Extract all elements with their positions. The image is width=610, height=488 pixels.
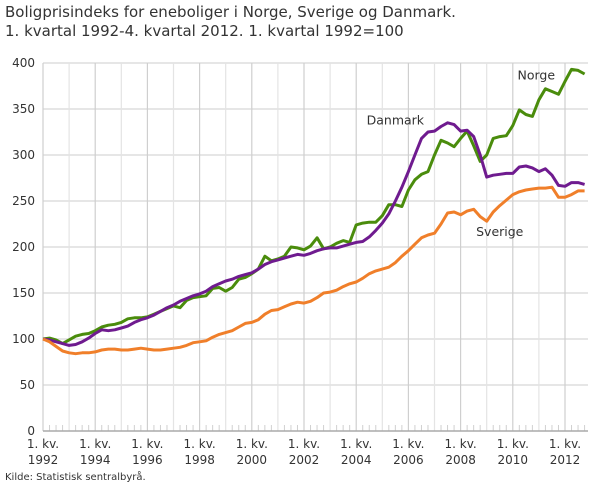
x-tick-label: 2002	[289, 453, 320, 467]
x-tick-label: 2006	[393, 453, 424, 467]
x-tick-label: 1998	[184, 453, 215, 467]
source-note: Kilde: Statistisk sentralbyrå.	[5, 472, 146, 483]
x-tick-label: 2008	[445, 453, 476, 467]
x-tick-label: 1. kv.	[79, 437, 111, 451]
x-tick-label: 1. kv.	[549, 437, 581, 451]
y-tick-label: 300	[12, 148, 35, 162]
x-tick-label: 2010	[498, 453, 529, 467]
y-tick-label: 150	[12, 286, 35, 300]
axes: 0 50 100 150 200 250 300 350 400 1. kv. 1992 1. kv.…	[12, 56, 588, 467]
y-tick-label: 100	[12, 332, 35, 346]
series-label-sverige: Sverige	[476, 224, 524, 239]
x-tick-label: 2012	[550, 453, 581, 467]
y-tick-label: 200	[12, 240, 35, 254]
y-tick-label: 400	[12, 56, 35, 70]
subtitle-line: 1. kvartal 1992-4. kvartal 2012. 1. kvar…	[5, 22, 404, 40]
x-tick-label: 1. kv.	[183, 437, 215, 451]
series-lines	[42, 67, 586, 356]
series-line-norge	[42, 67, 586, 346]
y-tick-label: 350	[12, 102, 35, 116]
x-tick-label: 1. kv.	[444, 437, 476, 451]
series-line-danmark	[42, 121, 586, 347]
x-tick-label: 1. kv.	[27, 437, 59, 451]
series-label-norge: Norge	[518, 68, 556, 83]
series-label-danmark: Danmark	[367, 113, 425, 128]
x-tick-label: 2004	[341, 453, 372, 467]
x-tick-label: 1992	[28, 453, 59, 467]
x-tick-label: 1. kv.	[131, 437, 163, 451]
chart-title: Boligprisindeks for eneboliger i Norge, …	[5, 3, 456, 41]
x-tick-label: 1. kv.	[288, 437, 320, 451]
y-tick-label: 250	[12, 194, 35, 208]
x-tick-label: 1. kv.	[236, 437, 268, 451]
x-tick-label: 2000	[237, 453, 268, 467]
x-tick-label: 1996	[132, 453, 163, 467]
series-line-sverige	[42, 185, 585, 356]
x-tick-label: 1. kv.	[340, 437, 372, 451]
x-tick-label: 1994	[80, 453, 111, 467]
y-tick-label: 50	[20, 378, 35, 392]
title-line: Boligprisindeks for eneboliger i Norge, …	[5, 3, 456, 21]
series-labels: Norge Danmark Sverige	[367, 68, 556, 239]
x-tick-label: 1. kv.	[392, 437, 424, 451]
x-tick-label: 1. kv.	[497, 437, 529, 451]
grid	[42, 62, 588, 431]
y-tick-label: 0	[27, 424, 35, 438]
